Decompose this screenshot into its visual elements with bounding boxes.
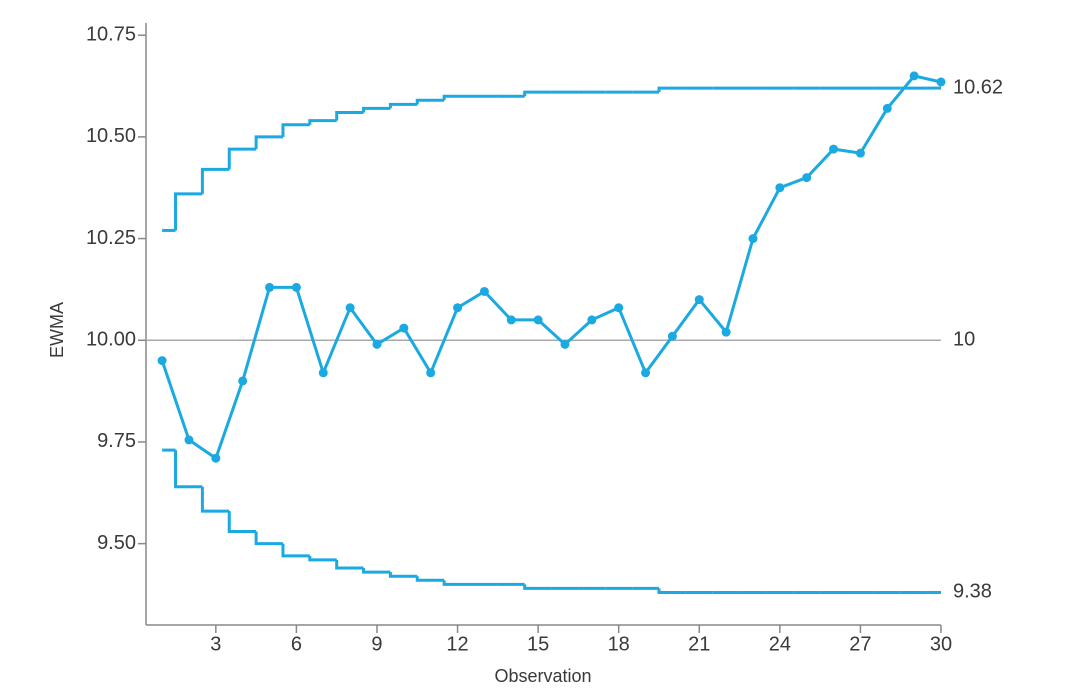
control-limit-step: [174, 450, 203, 489]
y-tick-label: 10.50: [86, 125, 136, 147]
ewma-point: [184, 435, 194, 445]
ewma-point: [667, 331, 677, 341]
y-tick-label: 9.75: [97, 430, 136, 452]
ewma-point: [238, 376, 248, 386]
ewma-point: [506, 315, 516, 325]
control-limit-step: [281, 123, 310, 137]
control-limit-step: [415, 98, 445, 105]
ewma-point: [291, 282, 301, 292]
control-limit-step: [415, 576, 445, 582]
ewma-point: [265, 282, 275, 292]
ewma-point: [399, 323, 409, 333]
x-tick-label: 6: [291, 633, 302, 655]
ewma-point: [426, 368, 436, 378]
y-tick-label: 10.25: [86, 227, 136, 249]
control-limit-step: [308, 119, 337, 125]
x-tick-label: 21: [688, 633, 710, 655]
control-limit-step: [442, 94, 471, 101]
control-limit-step: [174, 192, 203, 231]
control-limit-step: [227, 147, 257, 170]
control-limit-step: [442, 580, 471, 586]
ewma-point: [372, 339, 382, 349]
control-limit-step: [388, 102, 418, 109]
ewma-point: [855, 148, 865, 158]
x-tick-label: 3: [210, 633, 221, 655]
control-limit-step: [657, 86, 686, 93]
control-limit-step: [254, 135, 283, 150]
y-tick-label: 10.00: [86, 329, 136, 351]
x-tick-label: 12: [446, 633, 468, 655]
ewma-point: [775, 183, 785, 193]
ewma-point: [345, 303, 355, 313]
y-axis-label: EWMA: [47, 302, 67, 358]
y2-tick-label: 10.62: [953, 76, 1003, 98]
x-tick-label: 9: [371, 633, 382, 655]
control-limit-step: [657, 588, 686, 594]
ewma-point: [748, 234, 758, 244]
ewma-point: [479, 286, 489, 296]
control-limit-step: [227, 511, 257, 533]
x-tick-label: 27: [849, 633, 871, 655]
x-tick-label: 15: [527, 633, 549, 655]
ewma-point: [802, 173, 812, 183]
ewma-line: [160, 74, 942, 461]
y2-tick-label: 9.38: [953, 581, 992, 603]
x-axis-label: Observation: [494, 666, 591, 686]
control-limit-step: [308, 555, 337, 562]
ewma-point: [587, 315, 597, 325]
ewma-point: [560, 339, 570, 349]
ewma-point: [614, 303, 624, 313]
ewma-point: [882, 103, 892, 113]
control-limit-step: [523, 90, 552, 97]
control-limit-step: [200, 167, 230, 194]
ewma-point: [829, 144, 839, 154]
ewma-point: [453, 303, 463, 313]
y2-tick-label: 10: [953, 329, 975, 351]
ewma-point: [909, 71, 919, 81]
x-tick-label: 18: [608, 633, 630, 655]
control-limit-step: [388, 572, 418, 578]
control-limit-step: [523, 584, 552, 590]
ewma-point: [721, 327, 731, 337]
y-tick-label: 10.75: [86, 23, 136, 45]
control-limit-step: [281, 543, 310, 558]
ewma-point: [641, 368, 651, 378]
control-limit-step: [200, 486, 230, 513]
ewma-point: [318, 368, 328, 378]
ewma-point: [936, 77, 946, 87]
x-tick-label: 30: [930, 633, 952, 655]
control-limit-step: [362, 106, 391, 113]
ewma-point: [694, 295, 704, 305]
y-tick-label: 9.50: [97, 532, 136, 554]
control-limit-step: [254, 531, 283, 546]
control-limit-step: [362, 568, 391, 574]
ewma-point: [157, 356, 167, 366]
ewma-point: [211, 453, 221, 463]
control-limit-step: [335, 110, 364, 121]
x-tick-label: 24: [769, 633, 791, 655]
ewma-point: [533, 315, 543, 325]
control-limit-step: [335, 559, 364, 570]
